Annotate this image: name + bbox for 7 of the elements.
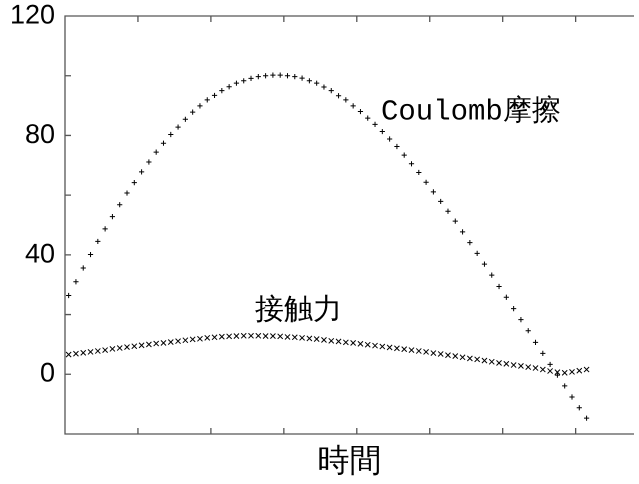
series-label: 接触力	[255, 294, 342, 328]
series-label: Coulomb摩擦	[381, 94, 561, 129]
y-tick-label: 80	[24, 118, 55, 149]
x-axis-title: 時間	[318, 441, 382, 480]
y-tick-label: 0	[40, 358, 55, 388]
y-tick-label: 120	[10, 0, 55, 30]
y-tick-label: 40	[24, 238, 55, 268]
